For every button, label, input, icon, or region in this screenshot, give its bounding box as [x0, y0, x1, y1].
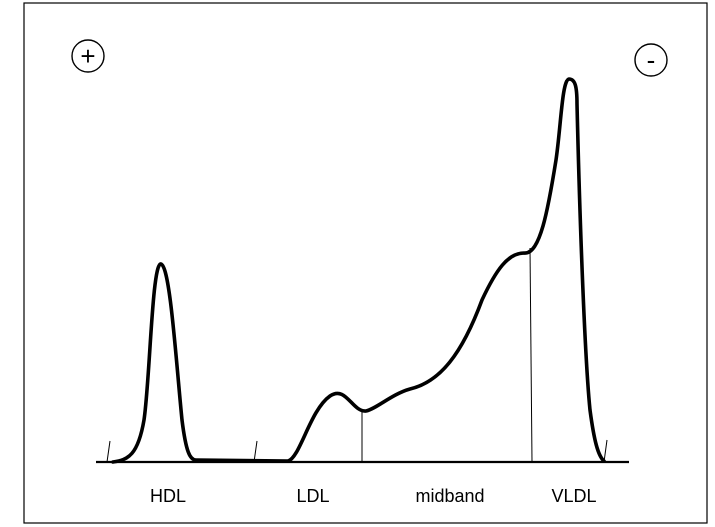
band-label-ldl: LDL: [296, 486, 329, 506]
negative-pole-symbol: -: [647, 45, 656, 75]
band-label-vldl: VLDL: [551, 486, 596, 506]
positive-pole-symbol: +: [80, 41, 95, 71]
positive-pole-marker: +: [71, 39, 105, 73]
negative-pole-marker: -: [634, 43, 668, 77]
baseline-tick-right: [603, 439, 608, 463]
densitometric-trace: [111, 77, 606, 464]
baseline-tick-left: [106, 440, 111, 463]
band-label-midband: midband: [415, 486, 484, 506]
positive-pole-ring: [71, 39, 105, 73]
figure-frame: [23, 2, 708, 524]
baseline-tick-mid: [253, 440, 258, 463]
negative-pole-ring: [634, 43, 668, 77]
band-label-hdl: HDL: [150, 486, 186, 506]
midband-vldl-divider: [529, 247, 533, 463]
